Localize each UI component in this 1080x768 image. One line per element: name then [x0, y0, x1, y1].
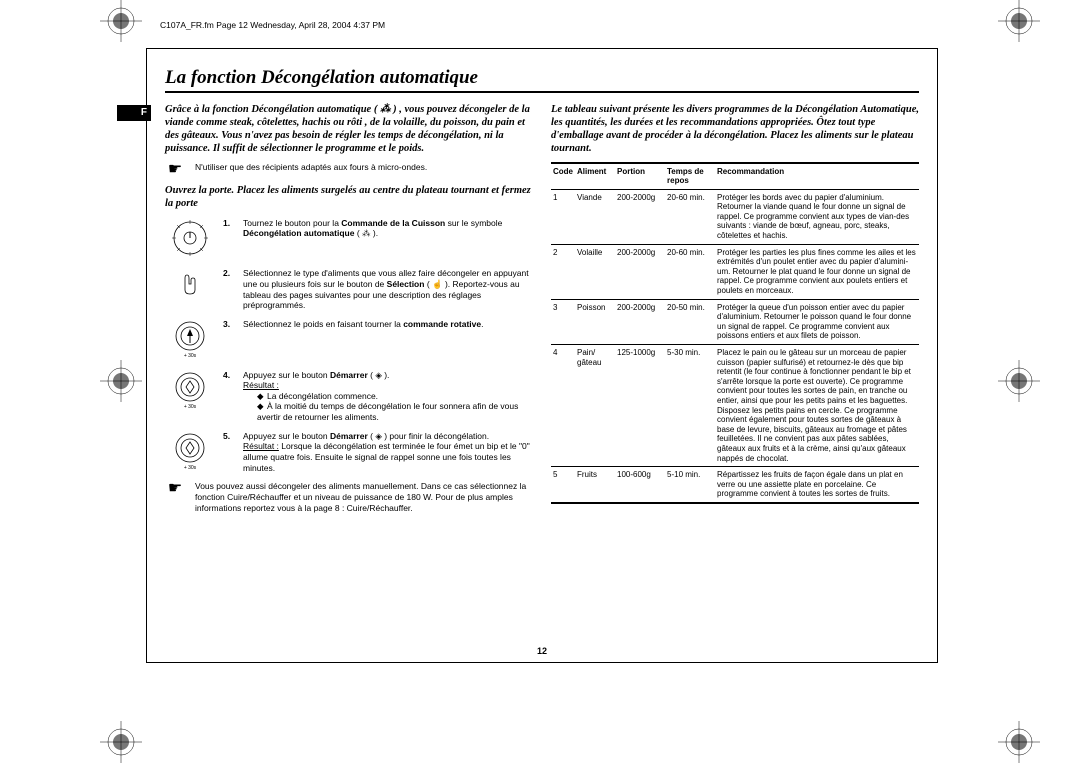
- crop-mark-icon: [998, 0, 1040, 42]
- step-number: 3.: [223, 319, 235, 330]
- step-text: Sélectionnez le poids en faisant tourner…: [243, 319, 533, 330]
- table-cell: 125-1000g: [615, 345, 665, 467]
- table-row: 3Poisson200-2000g20-50 min.Protéger la q…: [551, 299, 919, 344]
- knob-icon: + 30s: [165, 319, 215, 362]
- table-cell: Répartissez les fruits de façon égale da…: [715, 467, 919, 503]
- table-cell: 100-600g: [615, 467, 665, 503]
- start-knob-icon: + 30s: [165, 370, 215, 413]
- table-cell: Fruits: [575, 467, 615, 503]
- step-number: 4.: [223, 370, 235, 381]
- note-text: N'utiliser que des récipients adaptés au…: [195, 162, 427, 173]
- defrost-table: Code Aliment Portion Temps de repos Reco…: [551, 162, 919, 504]
- hand-icon: [165, 268, 215, 301]
- table-intro: Le tableau suivant présente les divers p…: [551, 103, 919, 156]
- table-cell: 5-30 min.: [665, 345, 715, 467]
- crop-mark-icon: [998, 721, 1040, 763]
- table-header: Code: [551, 163, 575, 190]
- svg-text:+ 30s: + 30s: [184, 404, 197, 410]
- step-number: 5.: [223, 431, 235, 442]
- crop-mark-icon: [998, 360, 1040, 402]
- table-header: Aliment: [575, 163, 615, 190]
- table-cell: 5: [551, 467, 575, 503]
- table-cell: Pain/ gâteau: [575, 345, 615, 467]
- table-row: 1Viande200-2000g20-60 min.Protéger les b…: [551, 189, 919, 244]
- language-badge: F: [117, 105, 151, 121]
- step-row: + 30s 5. Appuyez sur le bouton Démarrer …: [165, 431, 533, 474]
- page-title: La fonction Décongélation automatique: [165, 67, 919, 93]
- table-cell: Volaille: [575, 244, 615, 299]
- table-cell: Protéger les bords avec du papier d'alum…: [715, 189, 919, 244]
- svg-text:+ 30s: + 30s: [184, 465, 197, 471]
- table-cell: Protéger les parties les plus fines comm…: [715, 244, 919, 299]
- step-row: + 30s 3. Sélectionnez le poids en faisan…: [165, 319, 533, 362]
- table-header: Recommandation: [715, 163, 919, 190]
- left-column: F Grâce à la fonction Décongélation auto…: [165, 103, 533, 519]
- svg-text:+ 30s: + 30s: [184, 353, 197, 359]
- intro-paragraph-2: Ouvrez la porte. Placez les aliments sur…: [165, 184, 533, 210]
- table-cell: 1: [551, 189, 575, 244]
- step-row: + 30s 4. Appuyez sur le bouton Démarrer …: [165, 370, 533, 423]
- table-cell: 20-50 min.: [665, 299, 715, 344]
- dial-icon: [165, 218, 215, 261]
- crop-mark-icon: [100, 360, 142, 402]
- table-cell: 200-2000g: [615, 244, 665, 299]
- table-cell: 20-60 min.: [665, 244, 715, 299]
- crop-mark-icon: [100, 721, 142, 763]
- step-text: Appuyez sur le bouton Démarrer ( ◈ ) pou…: [243, 431, 533, 474]
- table-cell: Viande: [575, 189, 615, 244]
- table-cell: Poisson: [575, 299, 615, 344]
- table-row: 5Fruits100-600g5-10 min.Répartissez les …: [551, 467, 919, 503]
- table-row: 4Pain/ gâteau125-1000g5-30 min.Placez le…: [551, 345, 919, 467]
- step-row: 2. Sélectionnez le type d'aliments que v…: [165, 268, 533, 311]
- intro-paragraph: Grâce à la fonction Décongélation automa…: [165, 103, 533, 156]
- pointer-icon: ☛: [165, 162, 185, 178]
- table-cell: 3: [551, 299, 575, 344]
- crop-mark-icon: [100, 0, 142, 42]
- table-cell: Protéger la queue d'un poisson entier av…: [715, 299, 919, 344]
- table-cell: 2: [551, 244, 575, 299]
- pointer-icon: ☛: [165, 481, 185, 497]
- table-header: Portion: [615, 163, 665, 190]
- note-row: ☛ Vous pouvez aussi décongeler des alime…: [165, 481, 533, 513]
- step-text: Tournez le bouton pour la Commande de la…: [243, 218, 533, 239]
- note-text: Vous pouvez aussi décongeler des aliment…: [195, 481, 533, 513]
- table-row: 2Volaille200-2000g20-60 min.Protéger les…: [551, 244, 919, 299]
- step-number: 1.: [223, 218, 235, 229]
- step-text: Sélectionnez le type d'aliments que vous…: [243, 268, 533, 311]
- table-cell: 20-60 min.: [665, 189, 715, 244]
- start-knob-icon: + 30s: [165, 431, 215, 474]
- table-cell: 200-2000g: [615, 189, 665, 244]
- page-header-info: C107A_FR.fm Page 12 Wednesday, April 28,…: [160, 20, 385, 30]
- table-cell: 4: [551, 345, 575, 467]
- right-column: Le tableau suivant présente les divers p…: [551, 103, 919, 519]
- table-cell: 200-2000g: [615, 299, 665, 344]
- table-cell: 5-10 min.: [665, 467, 715, 503]
- step-row: 1. Tournez le bouton pour la Commande de…: [165, 218, 533, 261]
- page-number: 12: [147, 646, 937, 656]
- step-text: Appuyez sur le bouton Démarrer ( ◈ ). Ré…: [243, 370, 533, 423]
- page-frame: La fonction Décongélation automatique F …: [146, 48, 938, 663]
- note-row: ☛ N'utiliser que des récipients adaptés …: [165, 162, 533, 178]
- table-cell: Placez le pain ou le gâteau sur un morce…: [715, 345, 919, 467]
- table-header: Temps de repos: [665, 163, 715, 190]
- step-number: 2.: [223, 268, 235, 279]
